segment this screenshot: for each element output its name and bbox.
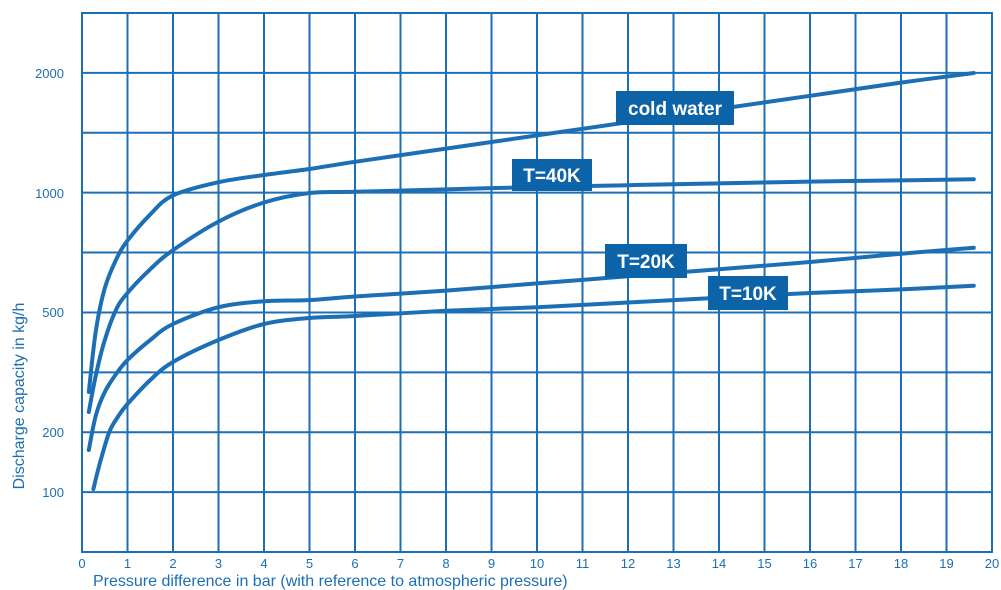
x-tick-label: 17 [848,556,862,571]
plot-frame [81,12,993,553]
x-tick-label: 3 [215,556,222,571]
x-tick-label: 7 [397,556,404,571]
series-label-box [708,276,788,310]
x-tick-label: 16 [803,556,817,571]
y-tick-label: 100 [42,485,64,500]
x-tick-label: 6 [351,556,358,571]
series-label-box [512,159,592,191]
x-tick-label: 10 [530,556,544,571]
tick-labels: 0 1 2 3 4 5 6 7 8 9 10 11 12 13 14 15 16 17 18 19 2010020050… [35,66,999,571]
series-line [86,71,976,394]
series-label: cold water [616,91,734,125]
series-label-text: cold water [628,99,723,120]
x-tick-label: 20 [985,556,999,571]
series-label-box [616,91,734,125]
series-label: T=10K [708,276,788,310]
series-labels: cold water T=40K T=20K T=10K [512,91,788,310]
x-tick-label: 8 [442,556,449,571]
x-tick-label: 12 [621,556,635,571]
x-tick-label: 13 [666,556,680,571]
series-line [86,245,976,452]
x-tick-label: 4 [260,556,267,571]
y-axis-label: Discharge capacity in kg/h [11,303,28,490]
y-tick-label: 2000 [35,66,64,81]
series-label-text: T=40K [523,166,581,187]
x-tick-label: 14 [712,556,726,571]
x-tick-label: 5 [306,556,313,571]
y-tick-label: 500 [42,305,64,320]
x-tick-label: 9 [488,556,495,571]
x-tick-label: 2 [169,556,176,571]
x-tick-label: 0 [78,556,85,571]
y-tick-label: 1000 [35,186,64,201]
series-label: T=20K [605,244,687,278]
series-label: T=40K [512,159,592,191]
series-lines [86,71,976,491]
x-tick-label: 1 [124,556,131,571]
x-tick-label: 19 [939,556,953,571]
series-line [91,283,976,491]
x-tick-label: 15 [757,556,771,571]
series-label-box [605,244,687,278]
x-tick-label: 18 [894,556,908,571]
series-label-text: T=20K [617,252,675,273]
y-tick-label: 200 [42,425,64,440]
series-line [86,177,976,414]
x-tick-label: 11 [576,556,590,571]
x-axis-label: Pressure difference in bar (with referen… [93,573,568,590]
grid [81,13,993,552]
series-label-text: T=10K [719,284,777,305]
